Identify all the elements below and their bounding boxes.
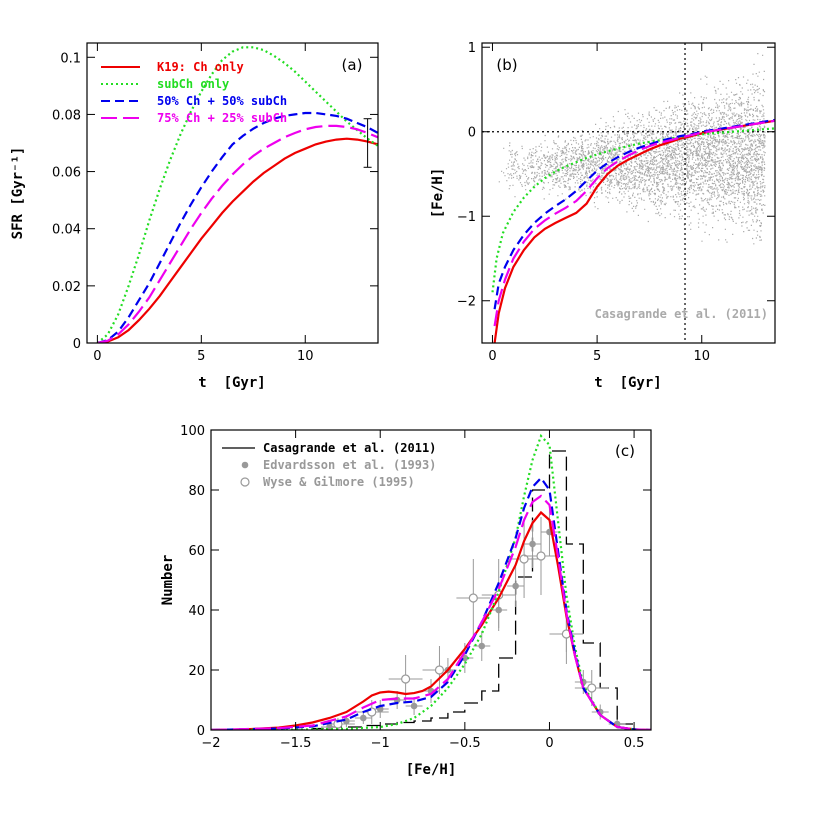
wyse-point	[388, 655, 423, 703]
panel-b-series-magenta	[493, 119, 775, 327]
panel-c-series-blue	[211, 476, 651, 730]
panel-a-ytick-label: 0.08	[52, 108, 81, 123]
panel-a-ylabel: SFR [Gyr⁻¹]	[10, 147, 26, 240]
wyse-point	[507, 520, 541, 598]
wyse-point	[456, 559, 491, 637]
wyse-point	[422, 646, 457, 694]
panel-c-frame	[210, 429, 652, 731]
panel-a-series-blue	[97, 111, 378, 343]
legend-marker-edvardsson	[241, 461, 249, 469]
panel-b-ytick-label: 1	[468, 41, 476, 56]
panel-a-ytick-label: 0.06	[52, 166, 81, 181]
wyse-point	[524, 517, 558, 595]
edvardsson-point	[405, 697, 423, 715]
panel-b-frame	[481, 42, 776, 344]
panel-b-series-green	[491, 127, 775, 293]
panel-c-ytick-label: 20	[188, 664, 205, 679]
panel-a-series-green	[96, 46, 378, 343]
legend-label-edvardsson: Edvardsson et al. (1993)	[263, 458, 436, 472]
panel-b-ylabel: [Fe/H]	[430, 168, 446, 219]
wyse-point	[481, 559, 516, 631]
edvardsson-point	[354, 712, 372, 724]
panel-a-xtick-label: 0	[93, 349, 101, 364]
panel-c-ytick-label: 100	[180, 424, 205, 439]
panel-b-annotation: Casagrande et al. (2011)	[595, 307, 768, 321]
panel-b-xtick-label: 5	[593, 349, 601, 364]
panel-c-ylabel: Number	[160, 555, 176, 606]
panel-a-xlabel: t [Gyr]	[198, 375, 265, 391]
panel-a-ytick-label: 0.04	[52, 223, 81, 238]
panel-b-label: (b)	[496, 56, 517, 74]
panel-a-ytick-label: 0	[73, 337, 81, 352]
panel-a: 0 5 10 0 0.02 0.04 0.06 0.08 0.1 (a) t [Gyr] SFR…	[10, 42, 379, 391]
panel-b-xtick-label: 10	[693, 349, 710, 364]
panel-c-ytick-label: 40	[188, 604, 205, 619]
panel-c-xtick-label: −1.5	[280, 736, 312, 751]
panel-c-series-magenta	[211, 494, 651, 730]
panel-a-ytick-label: 0.1	[60, 51, 81, 66]
panel-b-series-blue	[493, 118, 775, 310]
panel-c-xlabel: [Fe/H]	[406, 762, 457, 778]
legend-label-blue: 50% Ch + 50% subCh	[157, 94, 287, 108]
panel-a-ytick-label: 0.02	[52, 280, 81, 295]
panel-c-xtick-label: 0	[545, 736, 553, 751]
histogram-casagrande	[211, 450, 651, 730]
panel-c-xtick-label: −2	[201, 736, 220, 751]
panel-b-scatter-cloud	[498, 53, 766, 245]
panel-b-ytick-label: 0	[468, 126, 476, 141]
panel-c-xtick-label: 0.5	[624, 736, 645, 751]
scatter-points	[498, 53, 766, 245]
panel-c-label: (c)	[615, 442, 635, 460]
panel-c-legend: Casagrande et al. (2011) Edvardsson et al…	[222, 441, 436, 489]
legend-label-red: K19: Ch only	[157, 60, 244, 74]
panel-a-series-magenta	[97, 124, 378, 343]
panel-c-series-green	[211, 433, 651, 730]
panel-b-ytick-label: −1	[457, 210, 476, 225]
edvardsson-point	[524, 520, 541, 568]
panel-c-ytick-label: 60	[188, 544, 205, 559]
panel-a-label: (a)	[342, 56, 363, 74]
panel-b: 0 5 10 −2 −1 0 1 (b) t [Gyr] [Fe/H] Casagrande…	[430, 41, 776, 391]
panel-b-xlabel: t [Gyr]	[594, 375, 661, 391]
panel-a-legend: K19: Ch only subCh only 50% Ch + 50% subCh…	[101, 60, 287, 125]
legend-label-casagrande: Casagrande et al. (2011)	[263, 441, 436, 455]
panel-a-xtick-label: 5	[197, 349, 205, 364]
panel-a-series-red	[97, 137, 378, 343]
panel-c-xtick-label: −0.5	[449, 736, 481, 751]
panel-a-frame	[86, 42, 379, 344]
edvardsson-point	[507, 565, 525, 607]
legend-marker-wyse	[240, 477, 250, 487]
panel-a-xtick-label: 10	[297, 349, 314, 364]
legend-label-green: subCh only	[157, 77, 229, 91]
panel-b-ytick-label: −2	[457, 295, 476, 310]
panel-b-xtick-label: 0	[488, 349, 496, 364]
panel-c-xtick-label: −1	[371, 736, 390, 751]
panel-c-ytick-label: 0	[197, 724, 205, 739]
legend-label-magenta: 75% Ch + 25% subCh	[157, 111, 287, 125]
legend-label-wyse: Wyse & Gilmore (1995)	[263, 475, 415, 489]
panel-c-ytick-label: 80	[188, 484, 205, 499]
